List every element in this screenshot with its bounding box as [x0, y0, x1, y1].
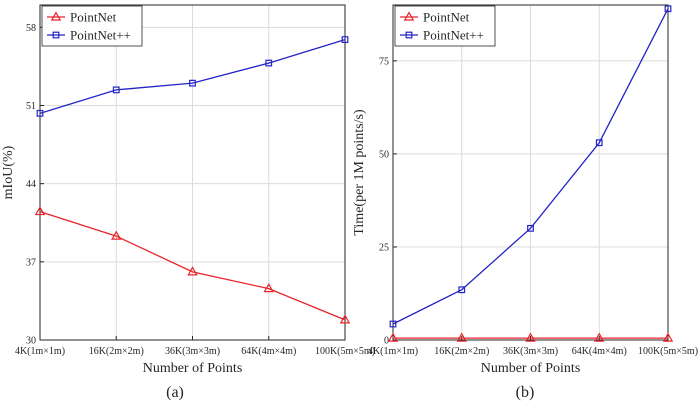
data-point-square [112, 86, 120, 94]
legend-label: PointNet++ [70, 28, 131, 43]
y-tick-label: 50 [379, 149, 389, 160]
y-axis-label: Time(per 1M points/s) [352, 109, 367, 236]
x-tick-label: 16K(2m×2m) [89, 346, 144, 357]
x-tick-label: 4K(1m×1m) [15, 346, 65, 357]
legend-marker-triangle [50, 11, 62, 21]
y-tick-label: 30 [26, 336, 36, 347]
y-tick-label: 25 [379, 242, 389, 253]
series-square-line [36, 36, 349, 117]
x-axis-label: Number of Points [481, 361, 581, 376]
x-tick-label: 16K(2m×2m) [434, 346, 489, 357]
series-line [39, 38, 346, 114]
data-point-triangle [34, 205, 46, 216]
x-tick-label: 100K(5m×5m) [638, 346, 698, 357]
legend: PointNet PointNet++ [41, 5, 143, 47]
legend-label: PointNet [70, 10, 117, 25]
data-point-triangle [263, 283, 274, 293]
data-point-square [664, 5, 672, 13]
data-point-square [341, 36, 349, 44]
data-point-square [527, 224, 534, 232]
chart-panel-2: 0 25 50 75 4K(1m×1m) 16K(2m×2m) 36K(3m×3m) 64K(… [352, 4, 698, 401]
panel-label: (a) [166, 384, 184, 401]
y-tick-label: 0 [384, 336, 389, 347]
legend-box [394, 5, 496, 47]
data-point-square [458, 286, 466, 294]
data-point-triangle [594, 332, 605, 342]
series-line [39, 210, 346, 321]
x-tick-label: 36K(3m×3m) [503, 346, 558, 357]
data-point-triangle [456, 332, 467, 342]
series-square-line [389, 5, 672, 328]
y-tick-label: 44 [26, 179, 36, 190]
data-point-triangle [662, 332, 674, 342]
legend: PointNet PointNet++ [394, 5, 496, 47]
data-point-square [189, 79, 196, 87]
x-tick-label: 100K(5m×5m) [315, 346, 375, 357]
data-point-square [389, 320, 397, 328]
y-axis-label: mIoU(%) [1, 145, 16, 199]
legend-label: PointNet [423, 10, 470, 25]
legend-label: PointNet++ [423, 28, 484, 43]
legend-box [41, 5, 143, 47]
x-tick-label: 36K(3m×3m) [165, 346, 220, 357]
x-tick-label: 64K(4m×4m) [572, 346, 627, 357]
data-point-triangle [387, 332, 399, 342]
panel-label: (b) [516, 384, 535, 401]
series-triangle-line [387, 332, 674, 342]
series-triangle-line [34, 205, 351, 324]
data-point-square [36, 109, 44, 117]
series-line [392, 8, 669, 325]
data-point-square [595, 139, 603, 147]
chart-panel-1: 30 37 44 51 58 4K(1m×1m) 16K(2m×2m) 36K(3m×3m) 6… [1, 4, 375, 401]
y-tick-label: 51 [26, 101, 36, 112]
data-point-triangle [339, 314, 351, 324]
legend-marker-square [52, 31, 60, 39]
x-tick-label: 64K(4m×4m) [241, 346, 296, 357]
y-tick-label: 75 [379, 56, 389, 67]
data-point-triangle [111, 230, 122, 240]
legend-marker-triangle [403, 11, 415, 21]
data-point-triangle [187, 266, 198, 276]
y-tick-label: 37 [26, 257, 36, 268]
x-axis-label: Number of Points [143, 361, 243, 376]
data-point-square [265, 59, 273, 67]
y-tick-label: 58 [26, 23, 36, 34]
x-tick-label: 4K(1m×1m) [368, 346, 418, 357]
data-point-triangle [525, 332, 536, 342]
legend-marker-square [405, 31, 413, 39]
